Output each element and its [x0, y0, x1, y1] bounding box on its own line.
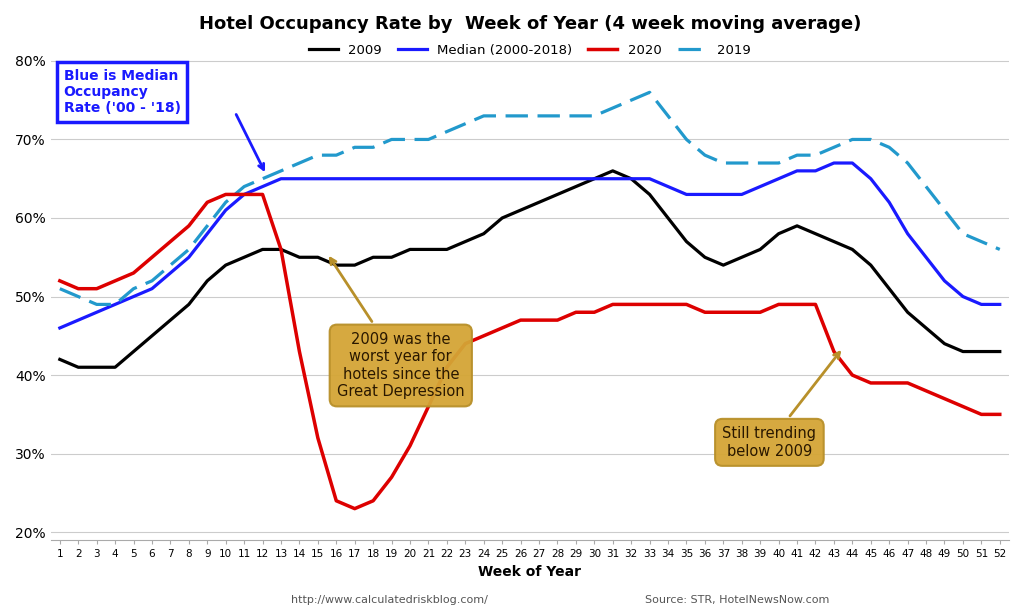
2009 [72, 364, 84, 371]
Line: Median (2000-2018): Median (2000-2018) [59, 163, 999, 328]
Median (2000-2018) [827, 159, 840, 166]
2019 [643, 89, 655, 96]
2019 [145, 277, 158, 285]
2019 [698, 152, 711, 159]
2019 [53, 285, 66, 293]
2009 [145, 332, 158, 340]
2019 [90, 300, 102, 308]
Text: Blue is Median
Occupancy
Rate ('00 - '18): Blue is Median Occupancy Rate ('00 - '18… [63, 69, 180, 115]
2020 [53, 277, 66, 285]
Text: http://www.calculatedriskblog.com/: http://www.calculatedriskblog.com/ [291, 595, 487, 605]
2020 [348, 505, 360, 512]
2020 [219, 191, 231, 198]
Line: 2019: 2019 [59, 92, 999, 304]
Median (2000-2018) [993, 300, 1006, 308]
Text: Source: STR, HotelNewsNow.com: Source: STR, HotelNewsNow.com [645, 595, 829, 605]
Median (2000-2018) [385, 175, 397, 182]
2020 [532, 316, 545, 324]
2009 [993, 348, 1006, 355]
2019 [569, 112, 582, 119]
Legend: 2009, Median (2000-2018), 2020, 2019: 2009, Median (2000-2018), 2020, 2019 [309, 44, 751, 57]
2020 [993, 411, 1006, 418]
Median (2000-2018) [662, 183, 674, 190]
Median (2000-2018) [53, 324, 66, 332]
2009 [514, 206, 526, 214]
2019 [662, 112, 674, 119]
Median (2000-2018) [625, 175, 637, 182]
2020 [588, 308, 600, 316]
Median (2000-2018) [127, 293, 139, 300]
2019 [993, 246, 1006, 253]
2009 [403, 246, 416, 253]
X-axis label: Week of Year: Week of Year [478, 565, 582, 578]
Text: Still trending
below 2009: Still trending below 2009 [722, 353, 840, 458]
2009 [662, 214, 674, 222]
Line: 2020: 2020 [59, 195, 999, 509]
2020 [662, 300, 674, 308]
Text: 2009 was the
worst year for
hotels since the
Great Depression: 2009 was the worst year for hotels since… [331, 258, 465, 399]
2020 [127, 269, 139, 277]
2020 [422, 403, 434, 410]
Line: 2009: 2009 [59, 171, 999, 367]
2009 [698, 253, 711, 261]
Title: Hotel Occupancy Rate by  Week of Year (4 week moving average): Hotel Occupancy Rate by Week of Year (4 … [199, 15, 861, 33]
2019 [514, 112, 526, 119]
Median (2000-2018) [938, 277, 950, 285]
2019 [403, 136, 416, 143]
2020 [698, 308, 711, 316]
2009 [53, 356, 66, 363]
2009 [606, 167, 618, 174]
2009 [569, 183, 582, 190]
Median (2000-2018) [496, 175, 508, 182]
